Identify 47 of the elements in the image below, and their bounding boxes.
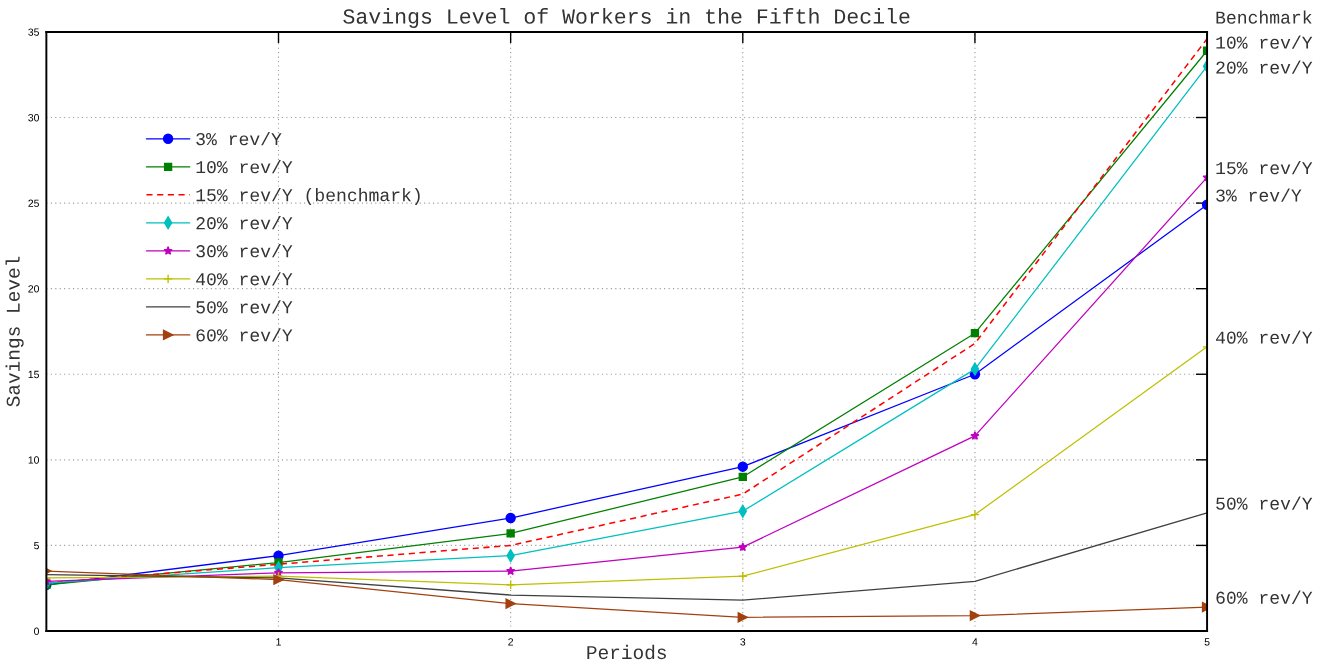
text: Benchmark [1216,10,1312,24]
y-tick-label: 0 [34,627,40,635]
y-tick-label: 35 [28,28,39,36]
text: 20% rev/Y [1216,60,1313,74]
point [738,542,748,552]
point [505,598,516,609]
text: 40% rev/Y [1215,330,1313,344]
x-tick-label: 5 [1204,638,1210,646]
point [737,461,748,472]
point [505,566,516,576]
point [970,329,980,338]
y-tick-label: 15 [28,370,39,379]
line-series [46,512,1208,601]
y-tick-label: 10 [28,456,40,464]
x-tick-label: 3 [740,638,746,646]
text: 50% rev/Y [1216,496,1313,510]
legend-label: 3% rev/Y [196,132,282,146]
legend-label: 50% rev/Y [196,300,293,314]
y-tick-label: 30 [28,114,40,122]
text: 60% rev/Y [1216,590,1313,604]
point [506,529,515,538]
legend-label: 10% rev/Y [196,160,293,174]
point [738,504,748,518]
point [738,472,747,482]
legend-label: 40% rev/Y [196,272,293,286]
point [970,431,980,440]
point [969,610,981,621]
legend-label: 20% rev/Y [196,216,293,230]
legend-label: 30% rev/Y [196,244,293,258]
legend-label: 15% rev/Y (benchmark) [196,188,420,205]
text: 10% rev/Y [1216,35,1313,49]
y-tick-label: 5 [34,542,39,550]
x-tick-label: 1 [276,638,281,646]
x-tick-label: 2 [508,638,514,646]
x-tick-label: 4 [972,638,978,646]
y-tick-label: 20 [28,285,40,293]
y-axis-title: Savings Level [5,256,24,407]
x-axis-title: Periods [587,644,666,660]
point [970,509,980,520]
point [505,512,516,524]
legend-label: 60% rev/Y [196,328,293,342]
chart-title: Savings Level of Workers in the Fifth Decile [343,8,910,29]
point [737,612,748,623]
text: 15% rev/Y [1216,161,1313,175]
text: 3% rev/Y [1216,188,1302,202]
point [970,362,980,376]
y-tick-label: 25 [28,199,39,207]
